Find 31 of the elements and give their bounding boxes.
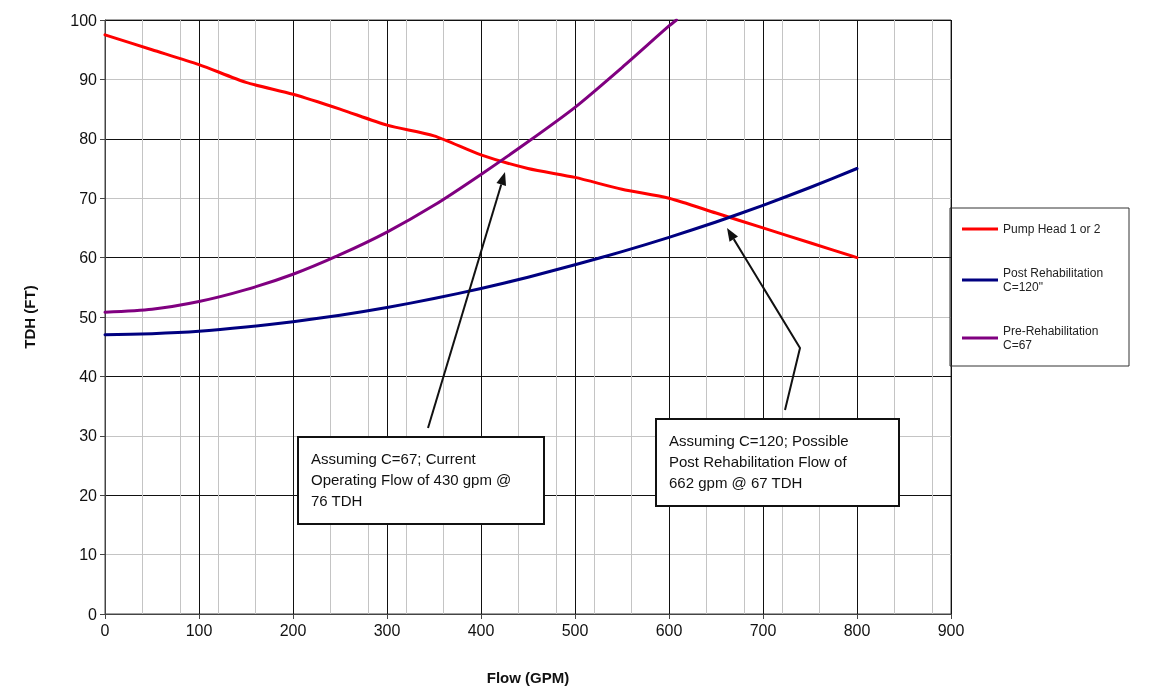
y-tick-label: 100: [70, 11, 98, 29]
x-tick-label: 300: [373, 621, 401, 639]
y-tick-label: 30: [79, 427, 98, 445]
legend-label: Post Rehabilitation C=120": [1003, 266, 1107, 294]
legend-label: Pump Head 1 or 2: [1003, 222, 1101, 236]
line-series: [103, 18, 679, 314]
note-box: Assuming C=120; Possible Post Rehabilitation Flow of 662 gpm @ 67 TDH: [655, 418, 900, 507]
y-tick-label: 40: [79, 367, 98, 385]
y-tick-label: 90: [79, 70, 98, 88]
x-tick-label: 100: [185, 621, 213, 639]
line-series: [103, 33, 859, 260]
x-tick-label: 600: [655, 621, 683, 639]
legend-label: Pre-Rehabilitation C=67: [1003, 324, 1102, 352]
y-tick-label: 80: [79, 130, 98, 148]
x-tick-label: 800: [843, 621, 871, 639]
x-tick-label: 400: [467, 621, 495, 639]
line-series: [103, 167, 859, 337]
x-tick-label: 0: [100, 621, 110, 639]
y-tick-label: 20: [79, 486, 98, 504]
y-axis-title: TDH (FT): [21, 285, 38, 349]
x-tick-label: 900: [937, 621, 965, 639]
y-tick-label: 60: [79, 249, 98, 267]
x-tick-label: 700: [749, 621, 777, 639]
y-tick-label: 70: [79, 189, 98, 207]
x-tick-label: 200: [279, 621, 307, 639]
note-box: Assuming C=67; Current Operating Flow of 430 gpm @ 76 TDH: [297, 436, 545, 525]
x-tick-label: 500: [561, 621, 589, 639]
y-tick-label: 10: [79, 546, 98, 564]
x-axis-title: Flow (GPM): [486, 669, 570, 686]
y-tick-label: 50: [79, 308, 98, 326]
y-tick-label: 0: [88, 605, 98, 623]
